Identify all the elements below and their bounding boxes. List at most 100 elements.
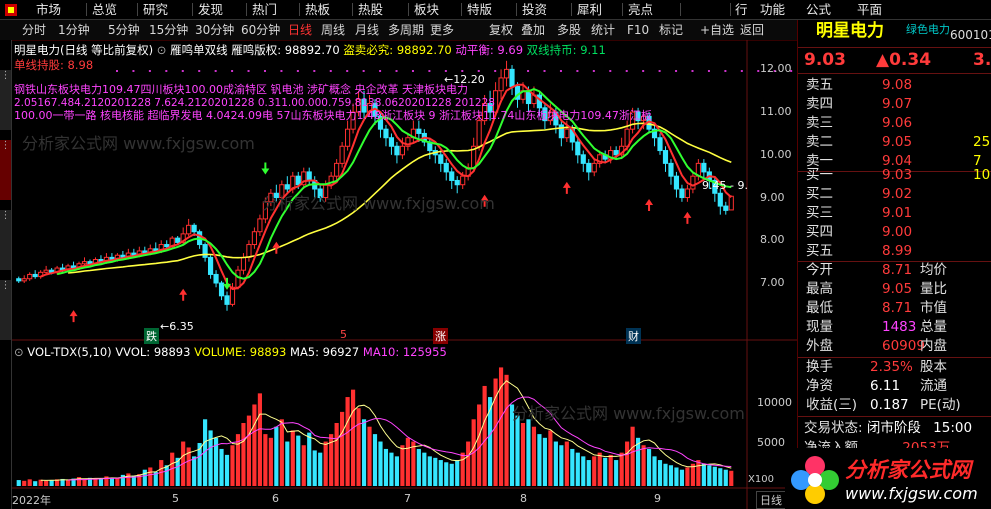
volume-bar [383,448,389,486]
tool-button-1[interactable]: 叠加 [521,23,546,37]
menu-item-14[interactable]: 公式 [806,2,832,17]
period-tab-9[interactable]: 多周期 [388,23,425,37]
stock-concept: 绿色电力 [906,23,950,36]
volume-menu-icon[interactable]: ⊙ [14,345,24,359]
tool-button-5[interactable]: 标记 [659,23,684,37]
menu-item-8[interactable]: 特版 [467,2,493,17]
menu-item-13[interactable]: 功能 [760,2,786,17]
period-tab-5[interactable]: 60分钟 [241,23,281,37]
volume-bar [192,456,197,486]
candle-body [723,205,729,211]
menu-item-10[interactable]: 犀利 [577,2,603,17]
period-tab-4[interactable]: 30分钟 [195,23,235,37]
indicator-name[interactable]: 雁鸣单双线 [170,43,228,57]
signal-dot [691,70,694,72]
volume-bar [482,385,487,486]
menu-item-7[interactable]: 板块 [414,2,440,17]
legend-dual-line: 双线持币: 9.11 [526,43,606,57]
menu-item-12[interactable]: 行 [735,2,748,17]
period-tab-6[interactable]: 日线 [288,23,313,37]
period-tab-2[interactable]: 5分钟 [108,23,140,37]
tool-button-7[interactable]: 返回 [740,23,765,37]
candle-body [339,145,345,164]
volume-bar [389,452,394,486]
signal-dot [346,70,349,72]
signal-dot [724,70,727,72]
period-tab-7[interactable]: 周线 [321,23,346,37]
period-tab-1[interactable]: 1分钟 [58,23,90,37]
candle-body [257,218,263,233]
event-tag-rise[interactable]: 涨 [433,328,448,344]
app-logo-icon[interactable] [4,0,18,19]
chart-canvas[interactable] [12,40,797,509]
menu-item-11[interactable]: 亮点 [628,2,654,17]
volume-bar [208,430,213,486]
period-tab-3[interactable]: 15分钟 [149,23,189,37]
event-tag-5[interactable]: 5 [340,328,347,341]
candle-body [701,162,707,173]
buy-arrow-icon [272,241,281,254]
legend-antitheft: 盗卖必究: 98892.70 [343,43,452,57]
volume-ma10-line [68,396,732,481]
candle-body [712,179,718,194]
left-tab-f10[interactable]: ⋮ [0,210,11,270]
date-axis-label: 6 [272,492,279,505]
volume-indicator-name[interactable]: VOL-TDX(5,10) [27,345,112,359]
volume-bar [422,452,427,486]
period-tab-10[interactable]: 更多 [430,23,455,37]
period-tab-0[interactable]: 分时 [22,23,47,37]
left-tab-tools[interactable]: ⋮ [0,280,11,340]
kline-chart[interactable]: 明星电力(日线 等比前复权) ⊙ 雁鸣单双线 雁鸣版权: 98892.70 盗卖… [12,40,797,509]
divider [798,171,991,172]
menu-item-6[interactable]: 热股 [358,2,384,17]
left-tab-kline[interactable]: ⋮ [0,70,11,130]
stock-code: 600101 [950,28,991,42]
volume-vvol: VVOL: 98893 [115,345,191,359]
watermark-3: 分析家公式网 www.fxjgsw.com [512,404,745,423]
menu-item-1[interactable]: 总览 [92,2,118,17]
candle-body [640,115,647,122]
flower-logo-icon [791,456,839,504]
event-tag-finance[interactable]: 财 [626,328,641,344]
bottom-tab-daily[interactable]: 日线 [756,491,786,509]
left-tab-active[interactable]: ⋮ [0,140,11,200]
event-tag-fall[interactable]: 跌 [144,328,159,344]
stock-name-text: 明星电力 [816,21,884,41]
menu-item-5[interactable]: 热板 [305,2,331,17]
tool-button-6[interactable]: +自选 [700,23,735,37]
divider [798,47,991,48]
menu-item-9[interactable]: 投资 [522,2,548,17]
volume-bar [729,470,734,486]
sell-arrow-icon [261,162,270,175]
menu-item-2[interactable]: 研究 [143,2,169,17]
stat-label-2: 市值 [920,300,947,316]
bid-price: 8.99 [882,243,913,259]
candle-body [509,68,515,87]
volume-bar [197,443,202,486]
menu-item-3[interactable]: 发现 [198,2,224,17]
low-price-label: ←6.35 [160,320,194,333]
volume-bar [394,456,400,486]
tool-button-0[interactable]: 复权 [489,23,514,37]
volume-bar [230,445,235,486]
candle-body [482,103,488,122]
candle-body [229,286,236,305]
volume-bar [257,393,262,486]
volume-bar [712,466,717,486]
period-tab-8[interactable]: 月线 [355,23,380,37]
signal-dot [428,70,431,72]
indicator-dropdown-icon[interactable]: ⊙ [156,43,167,57]
tool-button-4[interactable]: F10 [627,23,650,37]
signal-dot [313,70,316,72]
tool-button-2[interactable]: 多股 [557,23,582,37]
candle-body [306,171,312,181]
bid-price: 9.00 [882,224,913,240]
tool-button-3[interactable]: 统计 [591,23,616,37]
volume-bar [126,473,131,486]
price-axis-label: 8.00 [760,233,785,247]
menu-item-15[interactable]: 平面 [857,2,883,17]
menu-item-4[interactable]: 热门 [252,2,278,17]
menu-separator [299,3,300,16]
volume-legend: ⊙ VOL-TDX(5,10) VVOL: 98893 VOLUME: 9889… [14,345,447,359]
menu-item-0[interactable]: 市场 [36,2,62,17]
